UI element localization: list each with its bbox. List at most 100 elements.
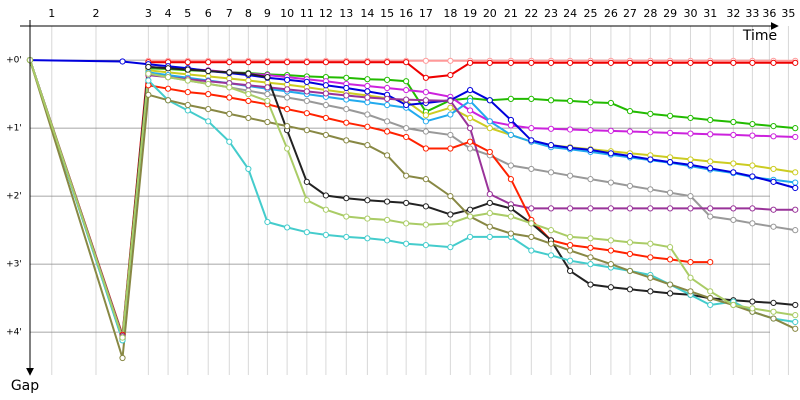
lap-point [403,199,410,207]
x-tick-label: 35 [781,7,795,20]
lap-point [607,237,615,244]
lap-point [792,227,799,234]
lap-point [547,205,555,212]
x-tick-label: 20 [483,7,497,20]
lap-point [384,118,391,125]
lap-point [322,59,329,66]
lap-point [226,59,233,66]
lap-point [422,145,429,152]
lap-point [792,169,799,176]
lap-point [422,57,429,64]
lap-point [547,240,555,247]
lap-point [626,182,634,190]
lap-point [626,59,634,66]
lap-point [119,354,126,362]
lap-point [422,118,429,125]
lap-point [145,70,152,77]
lap-point [322,114,329,122]
lap-point [566,205,574,212]
lap-point [730,118,737,126]
lap-point [587,127,594,134]
lap-point [403,86,410,94]
lap-point [528,220,535,227]
lap-point [707,295,714,302]
lap-point [466,138,474,145]
lap-point [343,137,350,144]
lap-point [184,77,191,84]
x-tick-label: 6 [205,7,212,20]
x-tick-label: 8 [245,7,252,20]
lap-point [547,227,555,234]
lap-point [587,244,594,251]
lap-point [687,288,694,295]
lap-point [364,111,371,118]
lap-point [486,223,493,230]
lap-point [566,59,574,66]
lap-point [792,301,799,309]
lap-point [507,176,515,183]
lap-point [364,88,371,95]
lap-point [364,142,371,149]
lap-point [687,130,694,137]
lap-point [226,110,233,117]
lap-point [647,186,654,193]
lap-point [770,133,777,140]
lap-point [528,205,535,212]
lap-point [707,288,714,295]
lap-point [466,59,474,66]
lap-point [587,59,594,66]
lap-point [792,318,799,326]
lap-point [226,84,233,91]
lap-point [770,223,777,230]
lap-point [184,88,191,96]
lap-point [687,274,694,281]
lap-point [607,179,615,186]
lap-point [403,220,410,227]
lap-point [770,299,777,307]
lap-point [687,259,694,266]
lap-point [666,112,674,119]
lap-point [184,101,191,109]
lap-point [792,184,799,192]
lap-point [447,131,454,139]
lap-point [626,286,634,293]
lap-point [343,213,350,220]
lap-point [486,199,493,207]
x-tick-label: 4 [165,7,172,20]
lap-point [384,101,391,109]
lap-point [647,156,654,163]
lap-point [284,145,291,152]
lap-point [547,125,555,132]
x-tick-label: 17 [419,7,433,20]
x-tick-label: 29 [663,7,677,20]
lap-point [447,97,454,105]
y-tick-label: +2' [6,192,22,202]
series-line [29,59,796,338]
lap-point [707,59,714,66]
lap-point [730,169,737,176]
lap-point [384,216,391,224]
lap-point [730,131,737,139]
lap-point [322,192,329,199]
lap-point [647,288,654,295]
lap-point [626,152,634,160]
x-tick-label: 10 [280,7,294,20]
lap-point [486,148,493,156]
lap-point [666,59,674,66]
lap-point [422,88,429,96]
lap-point [647,110,654,117]
x-tick-label: 26 [604,7,618,20]
lap-point [587,146,594,153]
lap-point [566,233,574,241]
lap-point [466,206,474,213]
x-tick-label: 23 [544,7,558,20]
lap-point [707,213,714,220]
lap-point [466,114,474,122]
lap-point [792,179,799,186]
grid [30,26,789,375]
lap-point [164,74,172,81]
x-tick-label: 21 [504,7,518,20]
lap-point [587,176,594,183]
lap-point [245,59,252,66]
lap-point [687,161,694,168]
